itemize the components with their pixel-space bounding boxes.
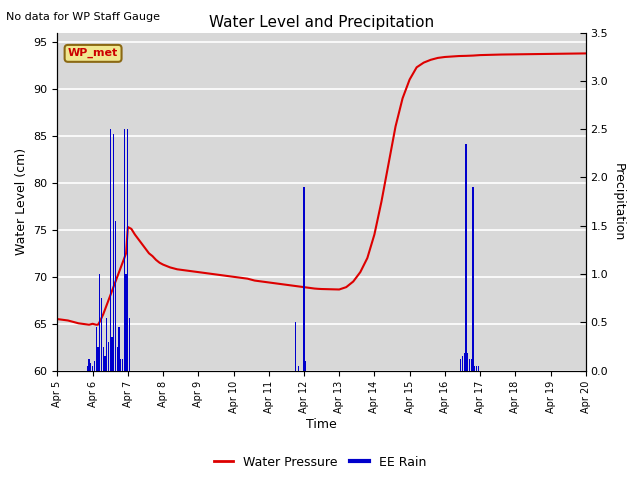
Bar xyxy=(122,359,123,371)
Bar xyxy=(467,353,468,371)
Y-axis label: Precipitation: Precipitation xyxy=(612,163,625,241)
Bar xyxy=(463,353,465,371)
Bar xyxy=(124,129,125,371)
Bar xyxy=(118,327,120,371)
Bar xyxy=(470,359,472,371)
Bar xyxy=(127,129,129,371)
Bar xyxy=(102,347,104,371)
X-axis label: Time: Time xyxy=(306,419,337,432)
Bar xyxy=(108,342,109,371)
Bar xyxy=(303,187,305,371)
Bar xyxy=(95,327,97,371)
Title: Water Level and Precipitation: Water Level and Precipitation xyxy=(209,15,434,30)
Bar xyxy=(469,359,470,371)
Bar xyxy=(120,359,122,371)
Bar xyxy=(109,129,111,371)
Bar xyxy=(462,356,463,371)
Bar xyxy=(94,361,95,371)
Bar xyxy=(116,347,118,371)
Bar xyxy=(106,318,108,371)
Bar xyxy=(97,347,99,371)
Text: WP_met: WP_met xyxy=(68,48,118,59)
Bar xyxy=(87,366,88,371)
Bar xyxy=(101,298,102,371)
Text: No data for WP Staff Gauge: No data for WP Staff Gauge xyxy=(6,12,161,22)
Bar xyxy=(460,359,461,371)
Y-axis label: Water Level (cm): Water Level (cm) xyxy=(15,148,28,255)
Bar xyxy=(298,366,300,371)
Bar xyxy=(115,221,116,371)
Legend: Water Pressure, EE Rain: Water Pressure, EE Rain xyxy=(209,451,431,474)
Bar xyxy=(125,274,127,371)
Bar xyxy=(92,366,93,371)
Bar xyxy=(129,318,130,371)
Bar xyxy=(477,366,479,371)
Bar xyxy=(104,356,106,371)
Bar xyxy=(111,337,113,371)
Bar xyxy=(90,363,92,371)
Bar xyxy=(472,187,474,371)
Bar xyxy=(88,359,90,371)
Bar xyxy=(465,144,467,371)
Bar xyxy=(99,274,100,371)
Bar xyxy=(474,366,476,371)
Bar xyxy=(113,134,115,371)
Bar xyxy=(294,323,296,371)
Bar xyxy=(476,366,477,371)
Bar xyxy=(305,361,307,371)
